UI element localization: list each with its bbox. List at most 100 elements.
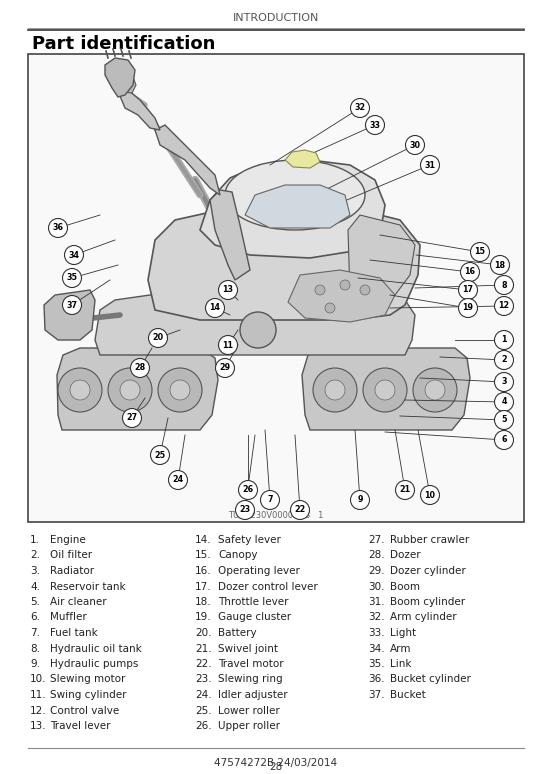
Text: 47574272B 24/03/2014: 47574272B 24/03/2014 — [214, 758, 338, 768]
Circle shape — [363, 368, 407, 412]
Text: Control valve: Control valve — [50, 705, 119, 715]
Text: Dozer: Dozer — [390, 550, 421, 560]
Text: 10.: 10. — [30, 674, 46, 684]
Circle shape — [459, 280, 477, 300]
Circle shape — [375, 380, 395, 400]
Circle shape — [49, 218, 67, 238]
Circle shape — [215, 358, 235, 378]
Text: 11: 11 — [222, 341, 233, 350]
Text: 31.: 31. — [368, 597, 385, 607]
Text: 20.: 20. — [195, 628, 211, 638]
Text: 26: 26 — [242, 485, 253, 495]
Text: Slewing motor: Slewing motor — [50, 674, 125, 684]
Text: 17.: 17. — [195, 581, 211, 591]
Text: Hydraulic oil tank: Hydraulic oil tank — [50, 643, 142, 653]
Text: 12.: 12. — [30, 705, 46, 715]
Circle shape — [406, 135, 424, 155]
Circle shape — [236, 501, 254, 519]
Text: 4.: 4. — [30, 581, 40, 591]
Text: Swivel joint: Swivel joint — [218, 643, 278, 653]
Circle shape — [470, 242, 490, 262]
Circle shape — [351, 491, 369, 509]
Text: 27.: 27. — [368, 535, 385, 545]
Text: 1: 1 — [501, 335, 507, 344]
Text: 5.: 5. — [30, 597, 40, 607]
Polygon shape — [200, 160, 385, 258]
Text: Engine: Engine — [50, 535, 86, 545]
Text: 18.: 18. — [195, 597, 211, 607]
Circle shape — [325, 303, 335, 313]
Text: 30: 30 — [410, 141, 421, 149]
Text: 3: 3 — [501, 378, 507, 386]
Text: 30.: 30. — [368, 581, 385, 591]
Circle shape — [148, 328, 167, 348]
Text: 28: 28 — [269, 762, 283, 772]
Circle shape — [70, 380, 90, 400]
Text: 20: 20 — [152, 334, 163, 343]
Text: 29.: 29. — [368, 566, 385, 576]
Text: Arm cylinder: Arm cylinder — [390, 612, 457, 622]
Circle shape — [240, 312, 276, 348]
Text: 10: 10 — [424, 491, 436, 499]
Text: Gauge cluster: Gauge cluster — [218, 612, 291, 622]
Text: 28.: 28. — [368, 550, 385, 560]
Text: 8: 8 — [501, 280, 507, 289]
Circle shape — [360, 285, 370, 295]
Circle shape — [62, 269, 82, 287]
Text: 34.: 34. — [368, 643, 385, 653]
Polygon shape — [148, 210, 420, 320]
Text: Swing cylinder: Swing cylinder — [50, 690, 126, 700]
Text: Muffler: Muffler — [50, 612, 87, 622]
Bar — [28, 54, 524, 522]
Circle shape — [495, 372, 513, 392]
Text: Dozer control lever: Dozer control lever — [218, 581, 318, 591]
Circle shape — [495, 330, 513, 350]
Text: Light: Light — [390, 628, 416, 638]
Text: Upper roller: Upper roller — [218, 721, 280, 731]
Polygon shape — [57, 348, 218, 430]
Text: 6: 6 — [501, 436, 507, 444]
Circle shape — [219, 280, 237, 300]
Circle shape — [123, 409, 141, 427]
Text: Lower roller: Lower roller — [218, 705, 280, 715]
Polygon shape — [44, 290, 95, 340]
Text: Air cleaner: Air cleaner — [50, 597, 107, 607]
Circle shape — [315, 285, 325, 295]
Text: 24: 24 — [172, 475, 184, 485]
Polygon shape — [302, 348, 470, 430]
Text: 22.: 22. — [195, 659, 211, 669]
Circle shape — [365, 115, 385, 135]
Text: Travel motor: Travel motor — [218, 659, 284, 669]
Text: Boom: Boom — [390, 581, 420, 591]
Text: Battery: Battery — [218, 628, 257, 638]
Circle shape — [495, 296, 513, 316]
Text: 22: 22 — [294, 505, 306, 515]
Text: Radiator: Radiator — [50, 566, 94, 576]
Text: 5: 5 — [501, 416, 507, 424]
Text: Safety lever: Safety lever — [218, 535, 281, 545]
Text: 13: 13 — [222, 286, 233, 294]
Text: 24.: 24. — [195, 690, 211, 700]
Ellipse shape — [225, 160, 365, 230]
Text: 19.: 19. — [195, 612, 211, 622]
Circle shape — [495, 392, 513, 412]
Circle shape — [120, 380, 140, 400]
Polygon shape — [105, 58, 135, 97]
Circle shape — [421, 485, 439, 505]
Text: 15: 15 — [475, 248, 486, 256]
Polygon shape — [210, 190, 250, 280]
Circle shape — [495, 430, 513, 450]
Circle shape — [495, 351, 513, 369]
Text: 7: 7 — [267, 495, 273, 505]
Text: 21.: 21. — [195, 643, 211, 653]
Circle shape — [425, 380, 445, 400]
Text: 1.: 1. — [30, 535, 40, 545]
Text: 36: 36 — [52, 224, 63, 232]
Text: 12: 12 — [498, 302, 509, 310]
Polygon shape — [285, 150, 320, 168]
Text: Canopy: Canopy — [218, 550, 257, 560]
Text: Boom cylinder: Boom cylinder — [390, 597, 465, 607]
Text: 32.: 32. — [368, 612, 385, 622]
Text: 7.: 7. — [30, 628, 40, 638]
Text: 16.: 16. — [195, 566, 211, 576]
